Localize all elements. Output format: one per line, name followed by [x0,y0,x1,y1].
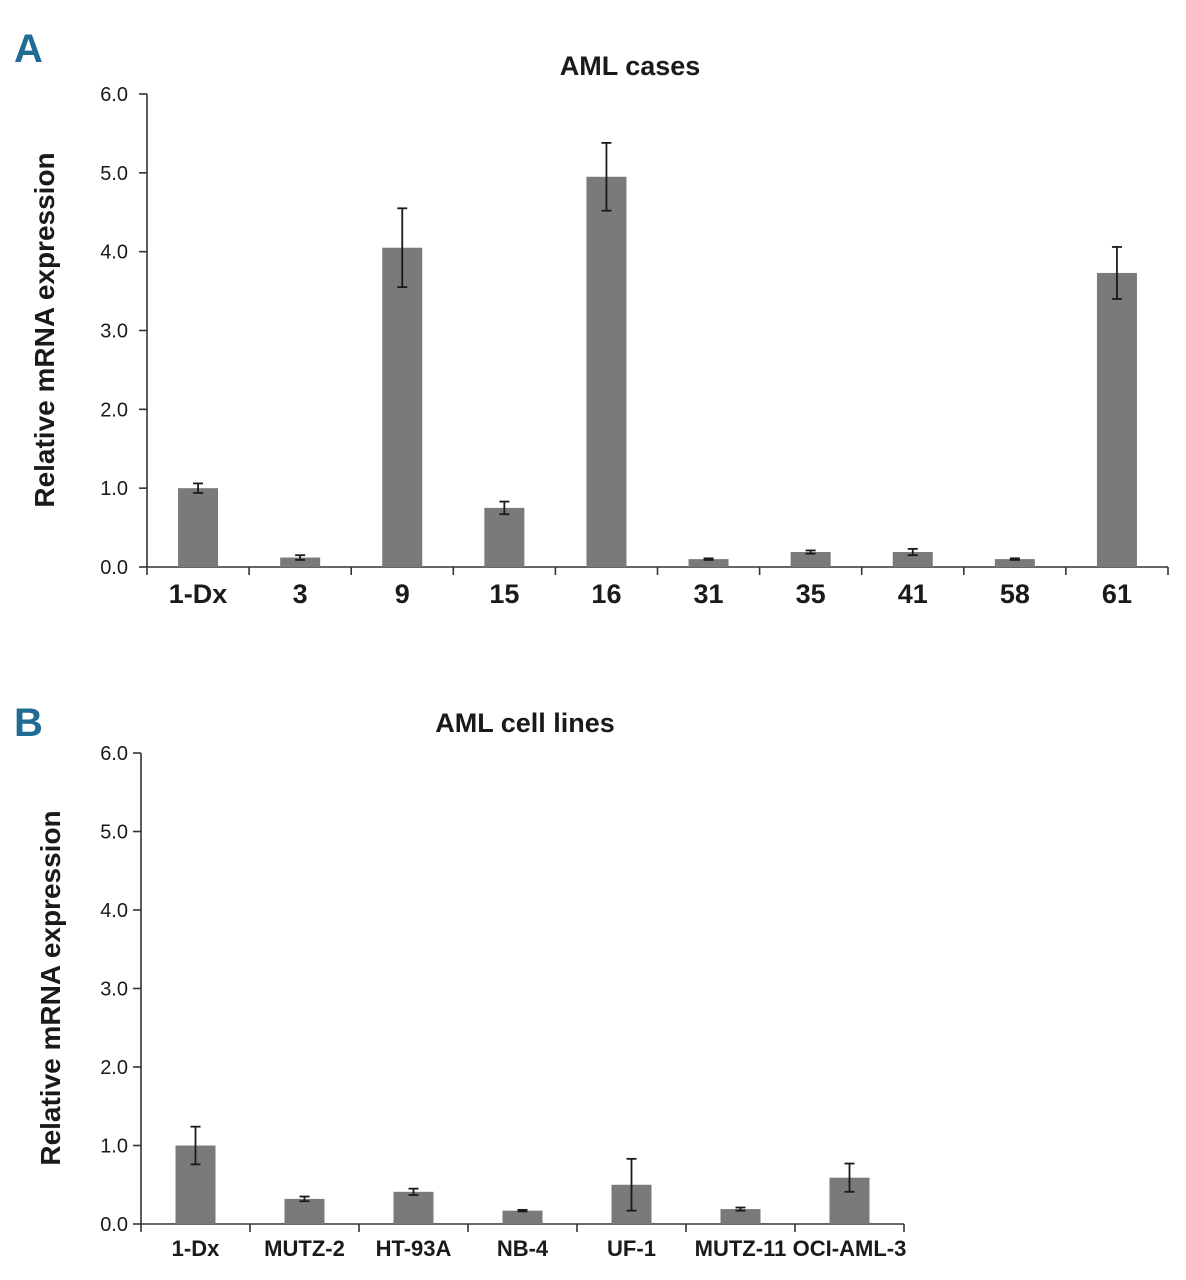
x-tick-label: 3 [293,579,308,609]
y-tick-label: 2.0 [100,399,128,421]
bar [393,1191,434,1224]
y-tick-label: 3.0 [100,321,128,343]
bar [586,176,627,567]
bar [178,488,219,567]
bar [484,507,525,567]
x-tick-label: 15 [489,579,519,609]
panel-letter-a: A [14,27,43,71]
y-tick-label: 5.0 [100,163,128,185]
chart-title: AML cases [560,51,701,81]
bar [688,559,729,567]
bar [994,559,1035,567]
y-tick-label: 1.0 [100,478,128,500]
chart-title: AML cell lines [435,708,615,738]
bar [720,1209,761,1224]
y-axis-label: Relative mRNA expression [29,152,60,507]
y-tick-label: 0.0 [100,557,128,579]
y-tick-label: 4.0 [100,900,128,922]
y-axis-label: Relative mRNA expression [35,810,66,1165]
bar [790,552,831,567]
bar [382,247,423,567]
panel-letter-b: B [14,701,43,745]
bar [280,557,321,567]
chart-aml-cases: AML cases Relative mRNA expression 0.0 1.… [29,51,1169,609]
x-tick-label: 61 [1102,579,1132,609]
y-tick-label: 6.0 [100,84,128,106]
x-tick-label: 31 [694,579,724,609]
bar [1096,272,1137,567]
x-tick-label: 9 [395,579,410,609]
x-tick-label: 1-Dx [169,579,228,609]
x-tick-label: MUTZ-2 [264,1236,345,1261]
y-tick-label: 0.0 [100,1214,128,1236]
y-tick-label: 5.0 [100,822,128,844]
y-tick-label: 2.0 [100,1057,128,1079]
y-tick-label: 4.0 [100,242,128,264]
x-tick-label: OCI-AML-3 [793,1236,907,1261]
x-tick-label: MUTZ-11 [695,1236,787,1261]
x-tick-label: 41 [898,579,928,609]
y-tick-label: 1.0 [100,1136,128,1158]
y-tick-label: 3.0 [100,979,128,1001]
x-tick-label: NB-4 [497,1236,549,1261]
y-tick-label: 6.0 [100,743,128,765]
x-tick-label: 35 [796,579,826,609]
x-tick-label: HT-93A [376,1236,452,1261]
bar [502,1210,543,1224]
x-tick-label: 58 [1000,579,1030,609]
x-tick-label: UF-1 [607,1236,656,1261]
x-tick-label: 1-Dx [172,1236,220,1261]
x-tick-label: 16 [591,579,621,609]
chart-aml-cell-lines: AML cell lines Relative mRNA expression … [35,708,906,1261]
bar [284,1198,325,1224]
bar [892,552,933,567]
